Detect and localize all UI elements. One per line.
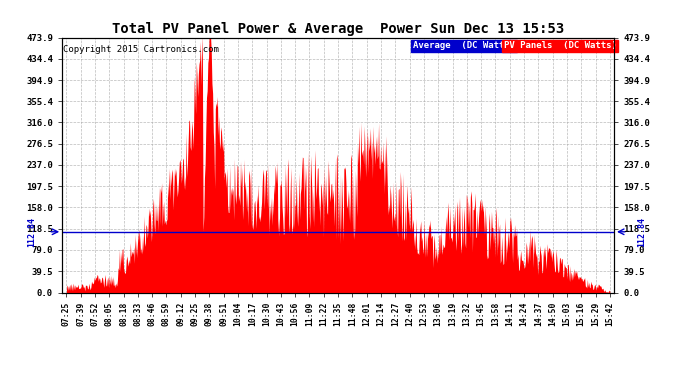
Text: 112.84: 112.84 xyxy=(27,217,37,247)
Text: 112.84: 112.84 xyxy=(637,217,647,247)
Text: Average  (DC Watts): Average (DC Watts) xyxy=(413,41,515,50)
Text: Copyright 2015 Cartronics.com: Copyright 2015 Cartronics.com xyxy=(63,45,219,54)
Title: Total PV Panel Power & Average  Power Sun Dec 13 15:53: Total PV Panel Power & Average Power Sun… xyxy=(112,22,564,36)
Text: PV Panels  (DC Watts): PV Panels (DC Watts) xyxy=(504,41,617,50)
